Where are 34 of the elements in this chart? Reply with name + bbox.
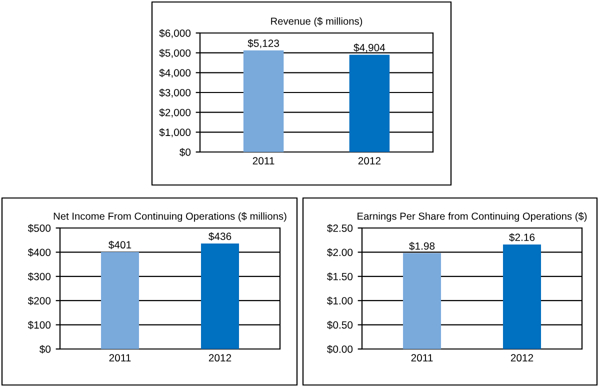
- y-tick-label: $0: [40, 345, 51, 354]
- data-label: $2.16: [509, 233, 535, 242]
- y-tick-label: $0.00: [327, 345, 353, 354]
- y-tick-label: $3,000: [159, 88, 191, 98]
- data-label: $4,904: [354, 43, 386, 53]
- y-tick-label: $100: [28, 320, 51, 330]
- y-tick-label: $1,000: [159, 128, 191, 138]
- data-label: $1.98: [409, 242, 435, 250]
- y-tick-label: $300: [28, 272, 51, 281]
- y-tick-label: $0.50: [327, 320, 353, 330]
- y-tick-label: $2,000: [159, 108, 191, 118]
- chart-title: Earnings Per Share from Continuing Operations ($): [358, 212, 587, 222]
- chart-title: Net Income From Continuing Operations ($ millions): [54, 212, 286, 222]
- y-tick-label: $5,000: [159, 48, 191, 58]
- y-tick-label: $2.50: [327, 224, 353, 232]
- y-tick-label: $0: [180, 148, 191, 156]
- y-tick-label: $400: [28, 248, 51, 257]
- x-tick-label: 2011: [411, 354, 433, 362]
- x-tick-label: 2012: [510, 354, 534, 362]
- y-tick-label: $1.50: [327, 272, 353, 281]
- y-tick-label: $4,000: [159, 68, 191, 78]
- y-tick-label: $500: [28, 224, 51, 232]
- chart-title: Revenue ($ millions): [271, 17, 362, 27]
- y-tick-label: $1.00: [327, 296, 353, 306]
- y-tick-label: $200: [28, 296, 51, 306]
- x-tick-label: 2012: [208, 354, 232, 362]
- y-tick-label: $6,000: [159, 29, 191, 38]
- x-tick-label: 2011: [109, 354, 131, 362]
- data-label: $436: [208, 232, 232, 241]
- x-tick-label: 2012: [358, 157, 381, 165]
- data-label: $401: [108, 240, 132, 250]
- data-label: $5,123: [248, 39, 280, 48]
- y-tick-label: $2.00: [327, 248, 353, 257]
- x-tick-label: 2011: [252, 157, 274, 165]
